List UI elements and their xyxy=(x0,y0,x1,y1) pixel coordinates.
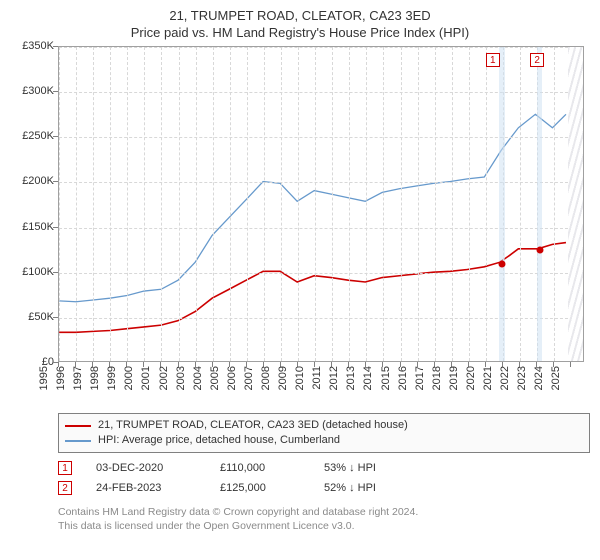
y-tick xyxy=(53,46,58,47)
gridline-v xyxy=(349,47,350,361)
gridline-v xyxy=(230,47,231,361)
y-tick xyxy=(53,272,58,273)
legend-label: HPI: Average price, detached house, Cumb… xyxy=(98,433,340,448)
legend-swatch xyxy=(65,425,91,427)
gridline-v xyxy=(264,47,265,361)
gridline-v xyxy=(110,47,111,361)
event-index-box: 1 xyxy=(58,461,72,475)
highlight-band xyxy=(499,47,505,361)
gridline-v xyxy=(59,47,60,361)
y-axis-label: £100K xyxy=(10,266,54,278)
event-diff: 53% ↓ HPI xyxy=(324,462,414,474)
event-date: 03-DEC-2020 xyxy=(96,462,196,474)
gridline-v xyxy=(401,47,402,361)
gridline-v xyxy=(452,47,453,361)
y-tick xyxy=(53,181,58,182)
gridline-v xyxy=(144,47,145,361)
attribution: Contains HM Land Registry data © Crown c… xyxy=(58,505,590,533)
price-marker-label: 1 xyxy=(486,53,500,67)
gridline-v xyxy=(76,47,77,361)
gridline-v xyxy=(213,47,214,361)
gridline-v xyxy=(486,47,487,361)
gridline-v xyxy=(196,47,197,361)
y-tick xyxy=(53,317,58,318)
gridline-v xyxy=(383,47,384,361)
gridline-v xyxy=(93,47,94,361)
legend-item: HPI: Average price, detached house, Cumb… xyxy=(65,433,583,448)
chart-title: 21, TRUMPET ROAD, CLEATOR, CA23 3ED xyxy=(10,8,590,23)
y-axis-label: £300K xyxy=(10,85,54,97)
gridline-v xyxy=(281,47,282,361)
gridline-v xyxy=(247,47,248,361)
y-axis-label: £200K xyxy=(10,175,54,187)
event-diff: 52% ↓ HPI xyxy=(324,482,414,494)
gridline-v xyxy=(161,47,162,361)
attribution-line: Contains HM Land Registry data © Crown c… xyxy=(58,505,590,519)
gridline-v xyxy=(298,47,299,361)
event-price: £110,000 xyxy=(220,462,300,474)
events-table: 1 03-DEC-2020 £110,000 53% ↓ HPI 2 24-FEB-202… xyxy=(58,461,590,501)
gridline-v xyxy=(520,47,521,361)
gridline-v xyxy=(554,47,555,361)
attribution-line: This data is licensed under the Open Gov… xyxy=(58,519,590,533)
y-axis-label: £250K xyxy=(10,130,54,142)
x-tick xyxy=(570,362,571,367)
event-row: 2 24-FEB-2023 £125,000 52% ↓ HPI xyxy=(58,481,590,495)
price-marker-label: 2 xyxy=(530,53,544,67)
y-axis-label: £50K xyxy=(10,311,54,323)
plot-region: 12 xyxy=(58,46,584,362)
legend: 21, TRUMPET ROAD, CLEATOR, CA23 3ED (det… xyxy=(58,413,590,453)
gridline-v xyxy=(179,47,180,361)
price-marker-dot xyxy=(536,247,543,254)
y-tick xyxy=(53,227,58,228)
gridline-v xyxy=(332,47,333,361)
price-marker-dot xyxy=(498,260,505,267)
gridline-v xyxy=(366,47,367,361)
legend-item: 21, TRUMPET ROAD, CLEATOR, CA23 3ED (det… xyxy=(65,418,583,433)
gridline-v xyxy=(469,47,470,361)
y-tick xyxy=(53,91,58,92)
forecast-hatch xyxy=(568,47,583,361)
gridline-v xyxy=(435,47,436,361)
event-row: 1 03-DEC-2020 £110,000 53% ↓ HPI xyxy=(58,461,590,475)
chart-subtitle: Price paid vs. HM Land Registry's House … xyxy=(10,25,590,40)
highlight-band xyxy=(537,47,542,361)
gridline-v xyxy=(315,47,316,361)
y-axis-label: £350K xyxy=(10,40,54,52)
legend-label: 21, TRUMPET ROAD, CLEATOR, CA23 3ED (det… xyxy=(98,418,408,433)
event-date: 24-FEB-2023 xyxy=(96,482,196,494)
x-axis-label: 2025 xyxy=(550,366,590,390)
gridline-v xyxy=(127,47,128,361)
chart-area: 12 £0£50K£100K£150K£200K£250K£300K£350K1… xyxy=(10,46,590,406)
y-tick xyxy=(53,136,58,137)
legend-swatch xyxy=(65,440,91,442)
event-index-box: 2 xyxy=(58,481,72,495)
event-price: £125,000 xyxy=(220,482,300,494)
y-axis-label: £150K xyxy=(10,221,54,233)
chart-container: 21, TRUMPET ROAD, CLEATOR, CA23 3ED Pric… xyxy=(0,0,600,560)
gridline-v xyxy=(418,47,419,361)
